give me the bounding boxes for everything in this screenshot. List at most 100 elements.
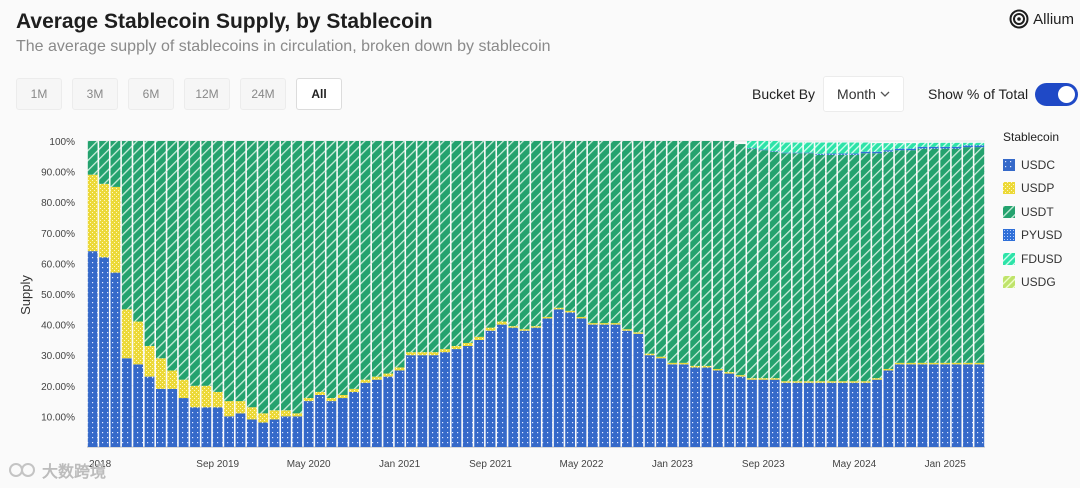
bar-segment-usdt[interactable]: [485, 141, 496, 328]
bar-segment-usdp[interactable]: [360, 379, 371, 383]
bar-segment-usdp[interactable]: [474, 336, 485, 340]
bar-segment-usdp[interactable]: [371, 376, 382, 380]
bar-segment-usdc[interactable]: [246, 419, 257, 447]
bar-segment-usdc[interactable]: [235, 413, 246, 447]
bar-segment-usdp[interactable]: [678, 362, 689, 365]
range-24m-button[interactable]: 24M: [240, 78, 286, 110]
bar-stack[interactable]: [246, 141, 257, 447]
bar-segment-usdc[interactable]: [451, 349, 462, 447]
bar-segment-usdt[interactable]: [246, 141, 257, 408]
bar-segment-usdt[interactable]: [451, 141, 462, 347]
bar-segment-usdp[interactable]: [792, 381, 803, 383]
bar-stack[interactable]: [269, 141, 280, 447]
bar-segment-usdp[interactable]: [337, 394, 348, 399]
bar-segment-usdt[interactable]: [315, 141, 325, 392]
bar-segment-usdt[interactable]: [178, 141, 189, 380]
bar-stack[interactable]: [712, 141, 723, 447]
bar-segment-usdt[interactable]: [406, 141, 416, 353]
bar-stack[interactable]: [531, 141, 541, 447]
bar-segment-usdc[interactable]: [497, 324, 507, 447]
bar-segment-fdusd[interactable]: [940, 142, 951, 147]
bar-segment-usdt[interactable]: [224, 141, 234, 402]
bar-segment-usdp[interactable]: [383, 373, 394, 377]
bar-segment-usdp[interactable]: [269, 410, 280, 420]
bar-segment-usdc[interactable]: [553, 309, 564, 447]
bar-segment-usdt[interactable]: [940, 148, 951, 363]
bar-stack[interactable]: [622, 141, 632, 447]
bar-segment-usdc[interactable]: [428, 355, 439, 447]
bar-segment-usdp[interactable]: [201, 385, 212, 408]
bar-stack[interactable]: [633, 141, 644, 447]
bar-segment-usdp[interactable]: [849, 381, 860, 383]
bar-segment-usdp[interactable]: [542, 316, 553, 319]
bar-segment-usdc[interactable]: [781, 382, 791, 447]
bar-segment-pyusd[interactable]: [872, 151, 882, 154]
bar-segment-usdc[interactable]: [644, 355, 655, 447]
bar-segment-usdc[interactable]: [87, 251, 98, 447]
bar-segment-usdp[interactable]: [519, 329, 530, 331]
bar-segment-usdt[interactable]: [531, 141, 541, 327]
bar-segment-usdc[interactable]: [326, 401, 337, 447]
bar-segment-usdt[interactable]: [281, 141, 291, 411]
bar-segment-usdt[interactable]: [712, 141, 723, 369]
bar-segment-usdc[interactable]: [838, 382, 848, 447]
bar-stack[interactable]: [110, 141, 121, 447]
bar-segment-usdt[interactable]: [724, 141, 735, 373]
bar-segment-usdt[interactable]: [656, 141, 666, 357]
bar-stack[interactable]: [826, 142, 837, 447]
bar-stack[interactable]: [747, 141, 757, 447]
bar-segment-usdc[interactable]: [815, 382, 826, 447]
bar-stack[interactable]: [610, 141, 621, 447]
bar-segment-usdt[interactable]: [440, 141, 450, 350]
bar-segment-usdp[interactable]: [451, 346, 462, 350]
bar-segment-usdc[interactable]: [258, 422, 269, 447]
bar-segment-usdp[interactable]: [633, 332, 644, 334]
bar-segment-usdc[interactable]: [462, 346, 473, 447]
bar-segment-usdt[interactable]: [894, 150, 905, 363]
bar-segment-usdc[interactable]: [303, 401, 314, 447]
bar-segment-usdp[interactable]: [587, 323, 598, 325]
bar-segment-usdp[interactable]: [428, 352, 439, 356]
bar-stack[interactable]: [326, 141, 337, 447]
bar-segment-usdp[interactable]: [906, 362, 916, 365]
bar-stack[interactable]: [553, 141, 564, 447]
bar-segment-pyusd[interactable]: [826, 153, 837, 155]
bar-segment-usdt[interactable]: [190, 141, 200, 386]
bar-segment-usdt[interactable]: [258, 141, 269, 414]
bar-segment-usdp[interactable]: [281, 410, 291, 417]
bar-segment-usdp[interactable]: [110, 186, 121, 273]
bar-stack[interactable]: [428, 141, 439, 447]
bar-segment-usdt[interactable]: [383, 141, 394, 374]
bar-stack[interactable]: [690, 141, 701, 447]
bar-segment-usdt[interactable]: [917, 148, 928, 363]
legend-item-usdg[interactable]: USDG: [1003, 271, 1062, 295]
bar-stack[interactable]: [133, 141, 144, 447]
bar-stack[interactable]: [497, 141, 507, 447]
bar-segment-usdc[interactable]: [281, 416, 291, 447]
bar-segment-usdc[interactable]: [360, 382, 371, 447]
bar-stack[interactable]: [781, 142, 791, 447]
bar-stack[interactable]: [156, 141, 166, 447]
bar-segment-pyusd[interactable]: [860, 151, 871, 154]
bar-segment-usdc[interactable]: [963, 364, 973, 447]
bar-segment-usdt[interactable]: [553, 141, 564, 308]
bar-segment-usdp[interactable]: [417, 352, 428, 356]
bar-segment-usdp[interactable]: [178, 379, 189, 399]
bar-stack[interactable]: [883, 143, 894, 448]
bar-segment-usdc[interactable]: [519, 330, 530, 447]
bar-segment-usdp[interactable]: [701, 365, 712, 368]
bar-segment-usdt[interactable]: [667, 141, 678, 363]
bar-segment-usdt[interactable]: [974, 147, 985, 363]
bar-segment-pyusd[interactable]: [928, 146, 939, 149]
bar-stack[interactable]: [337, 141, 348, 447]
bar-segment-usdt[interactable]: [542, 141, 553, 317]
bar-segment-usdp[interactable]: [326, 398, 337, 402]
bar-segment-usdt[interactable]: [781, 153, 791, 382]
bar-segment-pyusd[interactable]: [894, 148, 905, 151]
bar-segment-usdt[interactable]: [701, 141, 712, 366]
bar-segment-usdp[interactable]: [133, 321, 144, 365]
bar-segment-usdc[interactable]: [883, 370, 894, 448]
bar-segment-usdc[interactable]: [212, 407, 223, 447]
bar-segment-usdc[interactable]: [371, 379, 382, 447]
bar-segment-usdp[interactable]: [724, 372, 735, 374]
